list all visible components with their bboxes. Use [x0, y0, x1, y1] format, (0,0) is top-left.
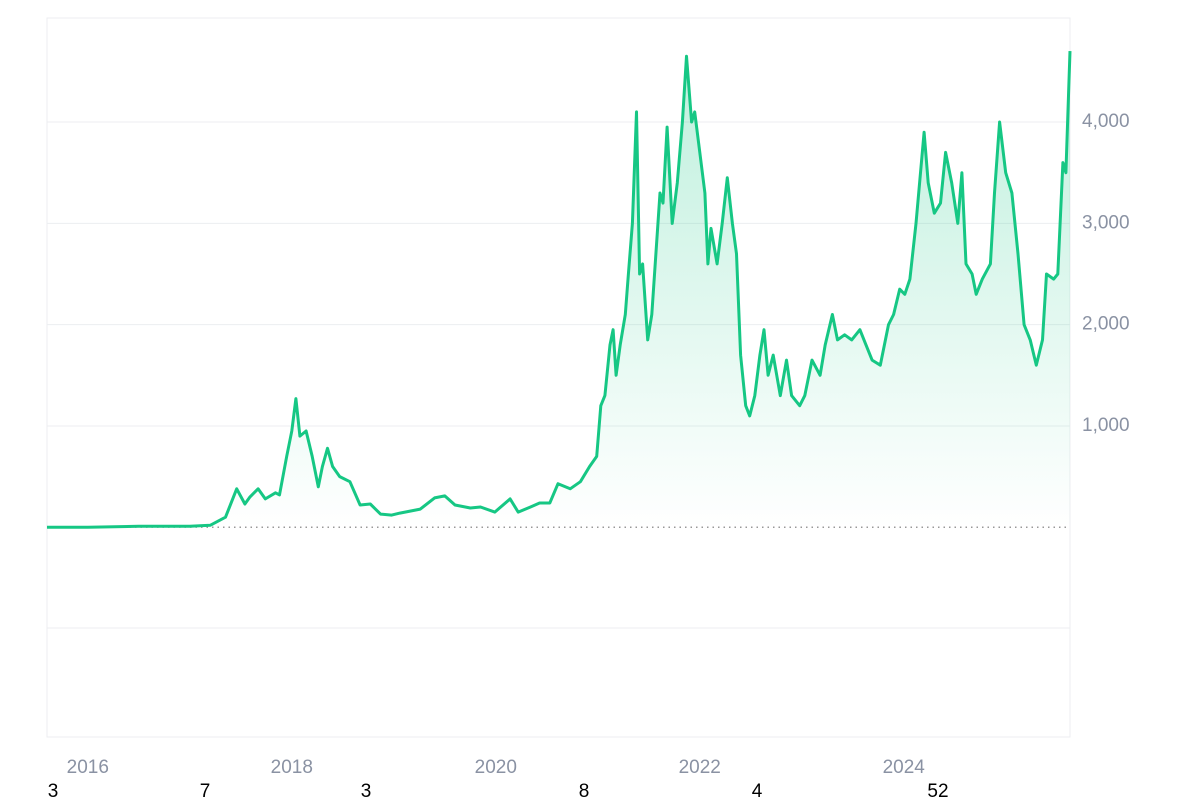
footer-label: 3 [361, 781, 372, 800]
x-tick-label: 2024 [883, 757, 926, 778]
x-tick-label: 2018 [271, 757, 313, 778]
y-tick-label: 2,000 [1082, 314, 1130, 335]
price-line [47, 51, 1072, 529]
footer-label: 4 [752, 781, 763, 800]
x-tick-label: 2022 [679, 757, 721, 778]
footer-label: 7 [200, 781, 211, 800]
x-tick-label: 2020 [475, 757, 517, 778]
y-tick-label: 1,000 [1082, 415, 1130, 436]
y-tick-label: 4,000 [1082, 111, 1130, 132]
area [47, 51, 1070, 528]
y-tick-label: 3,000 [1082, 212, 1130, 233]
footer-label: 52 [927, 781, 948, 800]
footer-label: 3 [48, 781, 59, 800]
footer-label: 8 [579, 781, 590, 800]
x-tick-label: 2016 [67, 757, 109, 778]
